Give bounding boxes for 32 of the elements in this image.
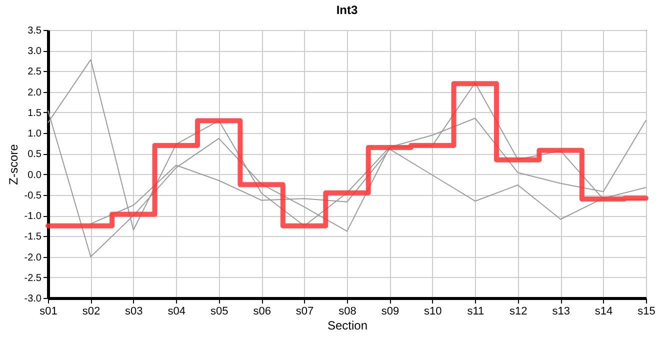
y-tick-label: -0.5: [24, 190, 42, 202]
y-tick-label: 2.5: [28, 66, 42, 78]
y-tick-label: 1.0: [28, 128, 42, 140]
y-tick-label: -1.0: [24, 211, 42, 222]
y-tick-label: -2.5: [24, 272, 42, 284]
x-tick-label: s15: [638, 306, 656, 318]
y-tick-label: -2.0: [24, 252, 42, 264]
chart-title: Int3: [336, 3, 358, 17]
x-tick-label: s11: [467, 306, 484, 318]
y-tick-label: 3.0: [28, 46, 42, 58]
x-tick-label: s05: [210, 306, 228, 318]
x-tick-label: s12: [509, 306, 528, 318]
y-tick-label: -1.5: [24, 232, 42, 243]
x-tick-label: s14: [594, 306, 613, 318]
y-axis-title: Z-score: [6, 144, 20, 185]
x-tick-label: s02: [82, 306, 100, 318]
y-tick-label: -3.0: [24, 294, 42, 304]
x-tick-label: s07: [296, 306, 314, 318]
y-tick-label: 3.5: [28, 26, 42, 36]
x-tick-label: s13: [552, 306, 570, 318]
y-tick-label: 0.0: [28, 170, 42, 181]
x-tick-label: s09: [381, 306, 400, 318]
x-axis-title: Section: [327, 318, 368, 332]
x-tick-label: s08: [338, 306, 356, 318]
y-tick-label: 0.5: [28, 149, 42, 160]
x-tick-label: s04: [168, 306, 186, 318]
x-tick-label: s06: [253, 306, 271, 318]
y-tick-label: 2.0: [28, 87, 42, 98]
x-tick-label: s10: [424, 306, 442, 318]
x-tick-label: s01: [40, 306, 58, 318]
y-tick-label: 1.5: [28, 108, 42, 119]
x-tick-label: s03: [125, 306, 143, 318]
